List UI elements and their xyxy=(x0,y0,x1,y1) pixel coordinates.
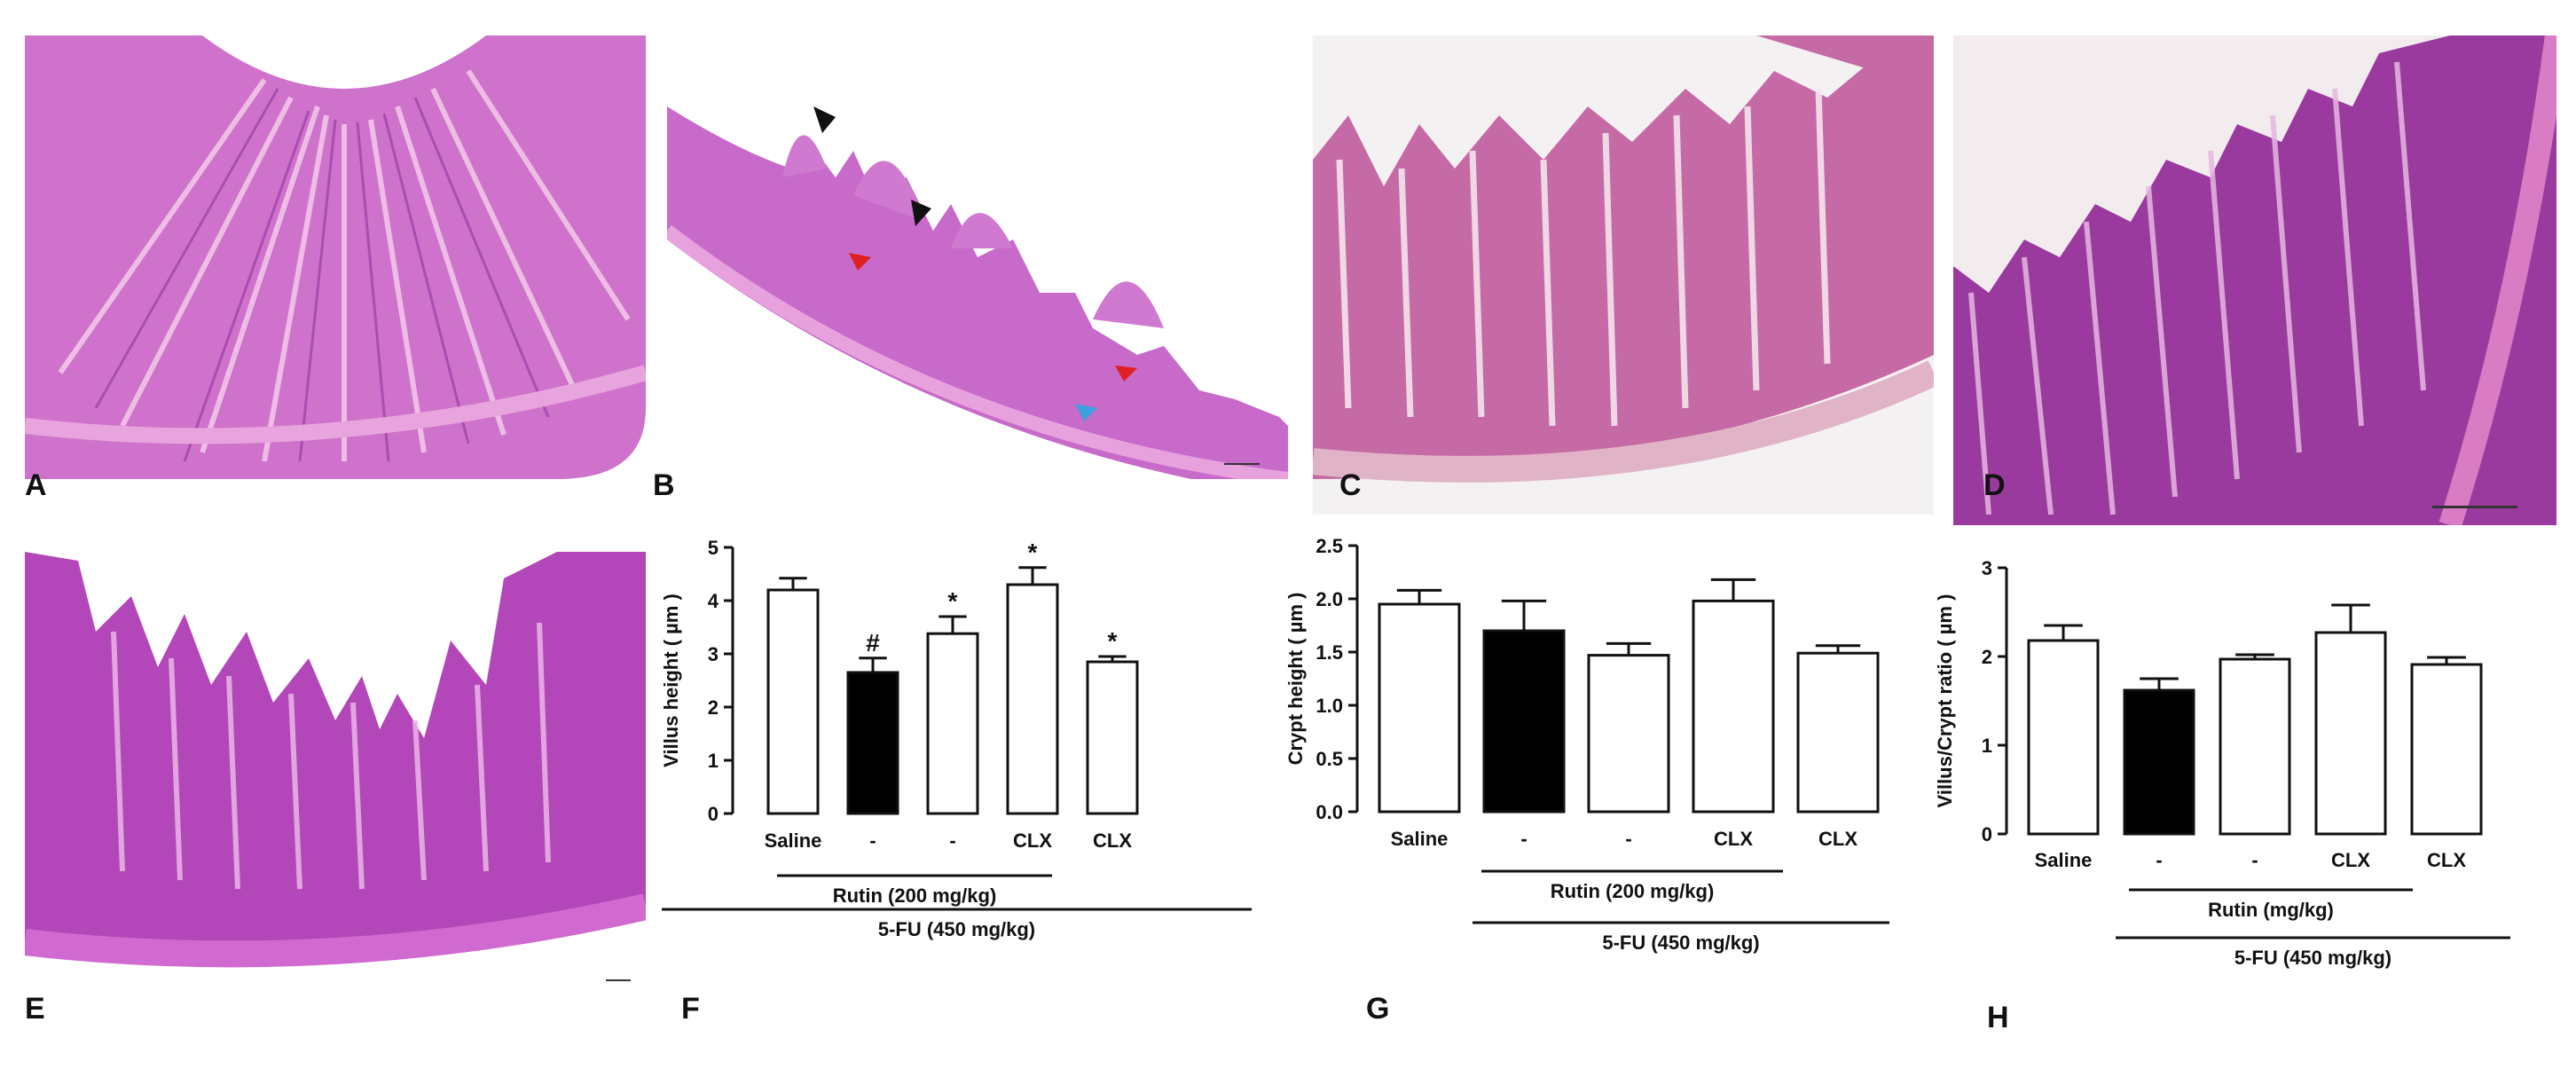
x-category-label: CLX xyxy=(1818,828,1857,850)
y-tick-label: 0.5 xyxy=(1315,748,1343,770)
y-tick-label: 4 xyxy=(708,590,719,612)
panel-letter-f: F xyxy=(681,992,700,1026)
histology-image-d xyxy=(1953,35,2556,525)
histology-panel-d xyxy=(1953,35,2556,525)
y-tick-label: 3 xyxy=(1982,557,1992,579)
y-tick-label: 1.0 xyxy=(1315,695,1343,717)
histology-image-a xyxy=(25,35,646,479)
bar xyxy=(1006,583,1059,815)
y-tick-label: 0 xyxy=(1982,823,1992,845)
histology-panel-c xyxy=(1313,35,1934,515)
chart-h-svg: 0 1 2 3 Villus/Crypt ratio ( µm ) Saline - - CLX… xyxy=(1934,557,2510,969)
y-tick-label: 0 xyxy=(708,803,719,825)
x-category-label: Saline xyxy=(2035,849,2093,871)
panel-letter-e: E xyxy=(25,992,45,1026)
bar xyxy=(2314,631,2387,836)
histology-panel-a xyxy=(25,35,646,479)
bar xyxy=(2123,688,2195,836)
histology-panel-e xyxy=(25,552,646,995)
x-category-label: - xyxy=(949,829,955,852)
bar xyxy=(1796,651,1880,814)
x-category-label: - xyxy=(2156,849,2162,871)
bar xyxy=(766,588,820,815)
fu-group-label: 5-FU (450 mg/kg) xyxy=(2234,947,2391,969)
panel-letter-a: A xyxy=(25,468,47,502)
x-category-label: CLX xyxy=(1093,829,1132,852)
x-category-label: - xyxy=(1625,828,1631,850)
y-tick-label: 1 xyxy=(1982,735,1992,757)
y-tick-label: 2 xyxy=(1982,646,1992,668)
panel-letter-b: B xyxy=(653,468,675,502)
chart-f-svg: 0 1 2 3 4 5 Villus height ( µm ) Saline # - * - * CLX… xyxy=(660,537,1252,940)
histology-panel-b xyxy=(667,35,1288,479)
y-axis-label: Villus/Crypt ratio ( µm ) xyxy=(1934,594,1956,808)
histology-image-e xyxy=(25,552,646,995)
x-category-label: - xyxy=(2251,849,2258,871)
significance-marker: * xyxy=(1108,627,1118,655)
x-category-label: CLX xyxy=(1013,829,1052,852)
fu-group-label: 5-FU (450 mg/kg) xyxy=(1602,932,1759,954)
bar xyxy=(1482,629,1566,814)
chart-g: 0.0 0.5 1.0 1.5 2.0 2.5 Crypt height ( µm ) Sal… xyxy=(1268,523,1943,976)
bar xyxy=(1587,654,1670,814)
bar xyxy=(1086,660,1139,815)
histology-image-b xyxy=(667,35,1288,479)
bar xyxy=(2410,663,2483,836)
chart-f: 0 1 2 3 4 5 Villus height ( µm ) Saline # - * - * CLX… xyxy=(653,537,1300,963)
y-tick-label: 3 xyxy=(708,643,719,665)
y-tick-label: 5 xyxy=(708,537,719,559)
bar xyxy=(1692,599,1775,814)
x-category-label: - xyxy=(869,829,876,852)
x-category-label: CLX xyxy=(1714,828,1753,850)
rutin-group-label: Rutin (200 mg/kg) xyxy=(833,885,997,907)
x-category-label: Saline xyxy=(765,829,822,852)
significance-marker: * xyxy=(1028,539,1038,566)
panel-letter-c: C xyxy=(1339,468,1362,502)
x-category-label: CLX xyxy=(2331,849,2370,871)
significance-marker: # xyxy=(866,629,880,657)
y-tick-label: 1.5 xyxy=(1315,641,1343,664)
y-tick-label: 0.0 xyxy=(1315,801,1343,823)
x-category-label: CLX xyxy=(2427,849,2466,871)
y-tick-label: 1 xyxy=(708,750,719,772)
y-tick-label: 2.0 xyxy=(1315,588,1343,610)
rutin-group-label: Rutin (mg/kg) xyxy=(2208,899,2334,921)
y-tick-label: 2.5 xyxy=(1315,535,1343,557)
x-category-label: Saline xyxy=(1391,828,1449,850)
bar xyxy=(2027,639,2100,836)
bar xyxy=(926,632,979,815)
y-axis-label: Villus height ( µm ) xyxy=(660,594,682,767)
bar xyxy=(1378,602,1461,814)
x-category-label: - xyxy=(1520,828,1527,850)
histology-image-c xyxy=(1313,35,1934,515)
fu-group-label: 5-FU (450 mg/kg) xyxy=(878,918,1035,940)
rutin-group-label: Rutin (200 mg/kg) xyxy=(1551,880,1715,902)
chart-g-svg: 0.0 0.5 1.0 1.5 2.0 2.5 Crypt height ( µm ) Sal… xyxy=(1284,535,1889,954)
y-tick-label: 2 xyxy=(708,696,719,719)
bar xyxy=(846,671,899,815)
panel-letter-g: G xyxy=(1366,992,1390,1026)
y-axis-label: Crypt height ( µm ) xyxy=(1284,593,1307,766)
chart-h: 0 1 2 3 Villus/Crypt ratio ( µm ) Saline - - CLX… xyxy=(1934,537,2572,971)
bar xyxy=(2219,657,2291,836)
significance-marker: * xyxy=(948,587,958,615)
panel-letter-h: H xyxy=(1987,1001,2009,1034)
panel-letter-d: D xyxy=(1983,468,2006,502)
